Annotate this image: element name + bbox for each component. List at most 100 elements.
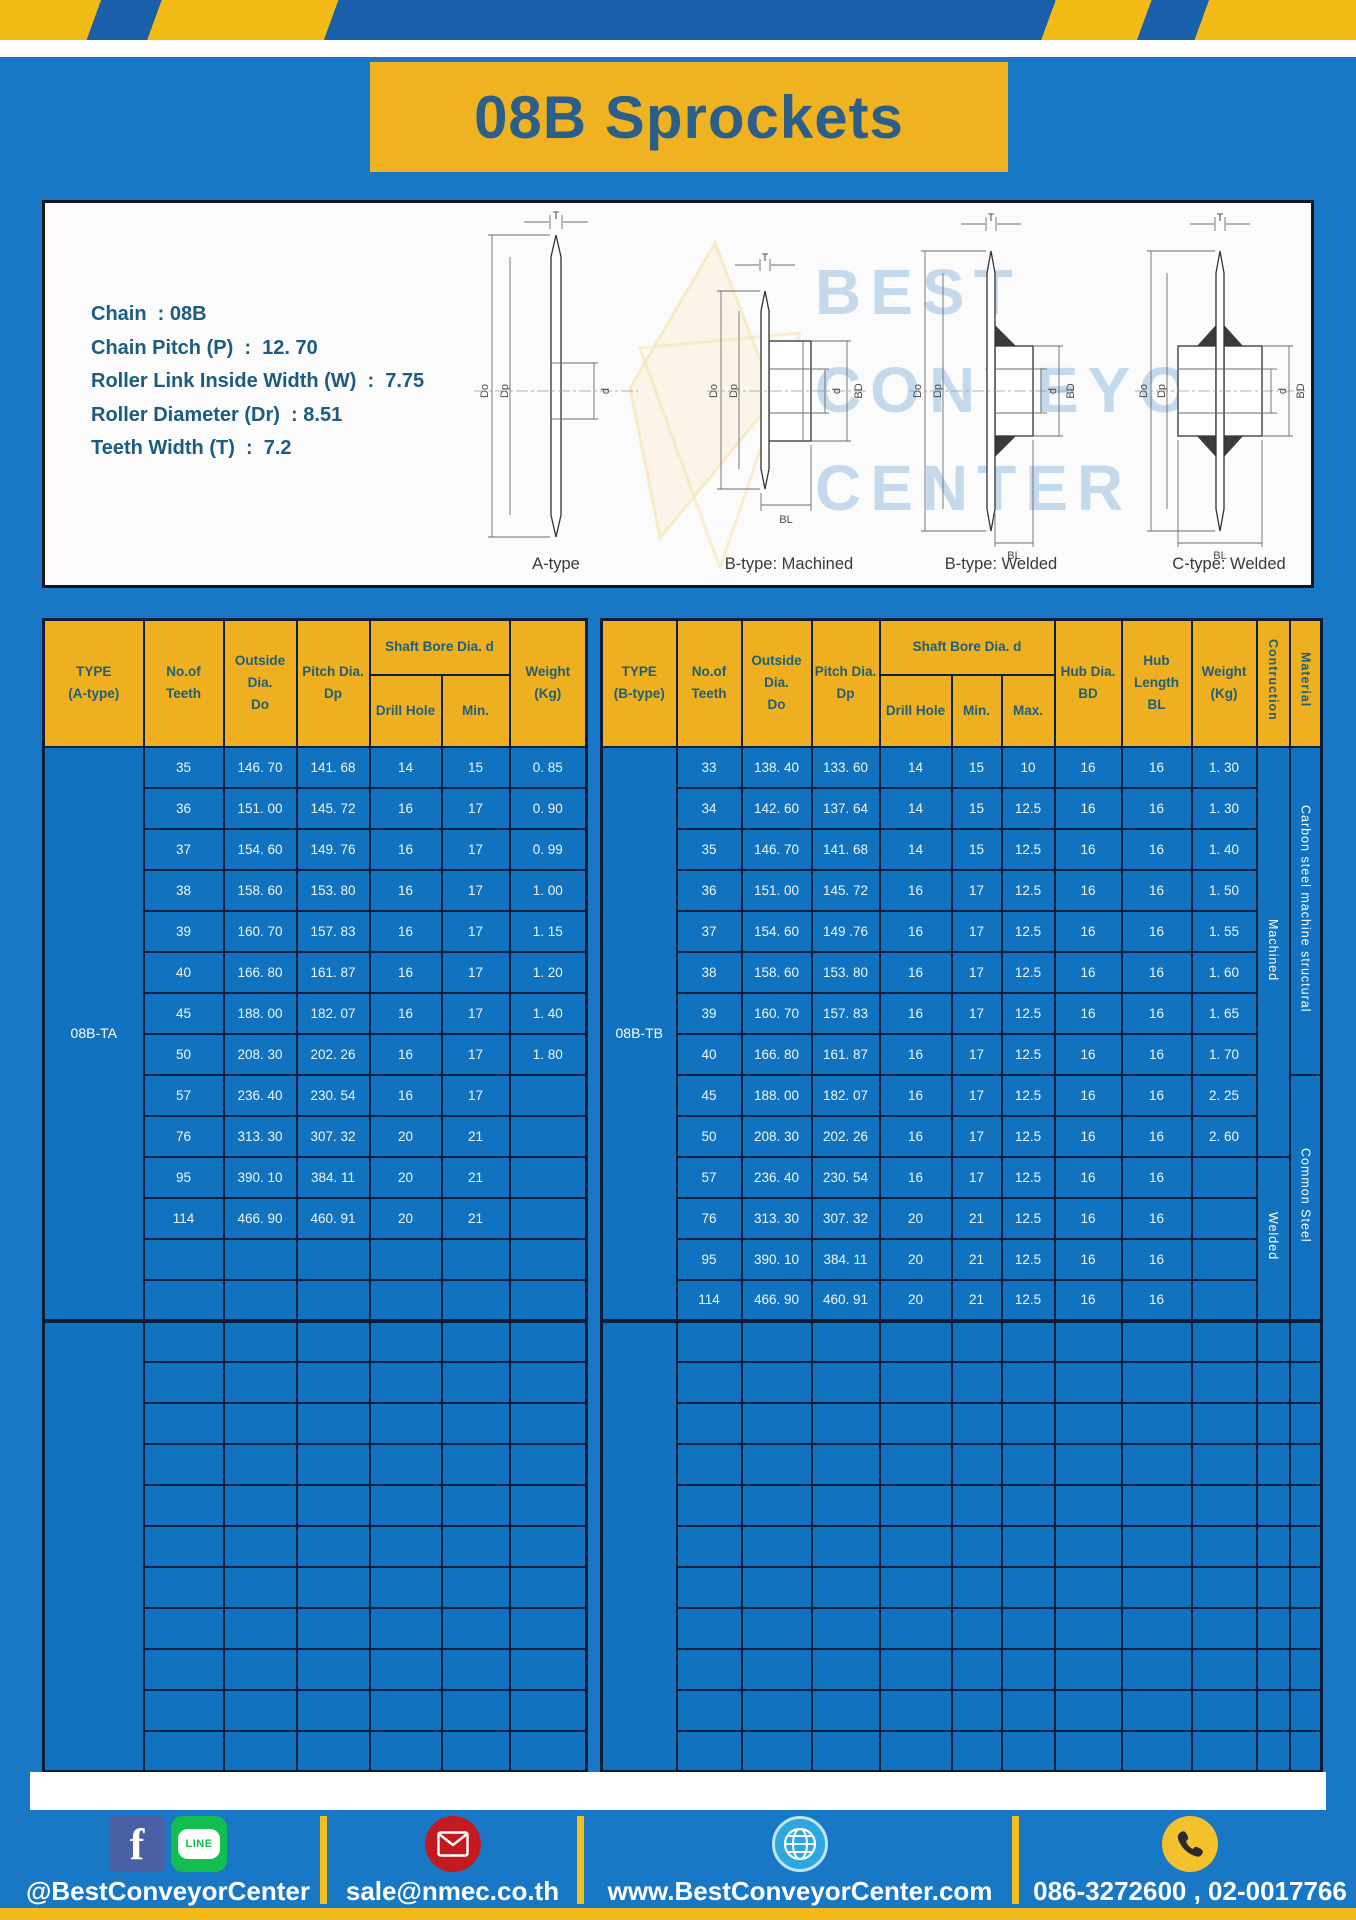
caption-b-type-welded: B-type: Welded [944,555,1058,573]
data-cell: 16 [1120,909,1193,953]
empty-cell [878,1606,953,1650]
footer-contact-bar: f LINE @BestConveyorCenter sale@nmec.co.… [0,1810,1356,1908]
empty-cell [950,1688,1003,1732]
email-address[interactable]: sale@nmec.co.th [345,1876,560,1906]
empty-cell [142,1729,225,1773]
empty-cell [295,1565,371,1609]
empty-cell [142,1318,225,1363]
dim-label-bl: BL [1007,550,1020,561]
empty-cell [1255,1442,1291,1486]
empty-cell [295,1360,371,1404]
material-common-cell: Common Steel [1288,1073,1323,1322]
facebook-icon[interactable]: f [109,1816,165,1872]
data-cell: 137. 64 [810,786,881,830]
data-cell: 16 [368,1032,443,1076]
data-cell: 40 [675,1032,743,1076]
data-cell: 166. 80 [740,1032,813,1076]
data-cell: 95 [675,1237,743,1281]
empty-cell [878,1729,953,1773]
data-cell: 1. 30 [1190,745,1258,789]
data-cell: 39 [142,909,225,953]
empty-cell [810,1442,881,1486]
website-url[interactable]: www.BestConveyorCenter.com [607,1876,993,1906]
data-cell: 45 [675,1073,743,1117]
data-cell: 15 [440,745,511,789]
data-cell: 146. 70 [222,745,298,789]
data-cell: 236. 40 [222,1073,298,1117]
empty-cell [740,1565,813,1609]
phone-numbers[interactable]: 086-3272600 , 02-0017766 [1033,1876,1347,1906]
data-cell: 12.5 [1000,1073,1056,1117]
data-cell: 145. 72 [810,868,881,912]
data-cell: 390. 10 [222,1155,298,1199]
empty-cell [675,1688,743,1732]
data-cell: 12.5 [1000,1155,1056,1199]
dim-label-bd: BD [1295,383,1307,398]
line-glyph: LINE [178,1829,220,1859]
data-cell: 133. 60 [810,745,881,789]
phone-icon[interactable] [1162,1816,1218,1872]
empty-cell [440,1278,511,1322]
empty-cell [1190,1606,1258,1650]
empty-cell [950,1442,1003,1486]
empty-cell [1255,1606,1291,1650]
empty-cell [740,1606,813,1650]
data-cell: 1. 30 [1190,786,1258,830]
data-cell: 12.5 [1000,1196,1056,1240]
data-cell: 160. 70 [222,909,298,953]
empty-cell [222,1318,298,1363]
empty-cell [222,1524,298,1568]
empty-cell [810,1606,881,1650]
line-icon[interactable]: LINE [171,1816,227,1872]
empty-cell [740,1729,813,1773]
empty-cell [740,1360,813,1404]
empty-cell [295,1401,371,1445]
empty-cell [1053,1606,1123,1650]
empty-cell [1288,1647,1323,1691]
empty-cell [1120,1729,1193,1773]
data-cell: 17 [440,909,511,953]
data-cell: 76 [675,1196,743,1240]
empty-cell [440,1237,511,1281]
weld-fillet [995,325,1016,346]
data-cell: 36 [142,786,225,830]
c-type-welded-diagram: T Do Dp d BD [1129,211,1309,562]
email-icon[interactable] [424,1816,481,1872]
empty-cell [508,1196,588,1240]
empty-cell [1000,1360,1056,1404]
empty-cell [675,1442,743,1486]
data-cell: 16 [1053,991,1123,1035]
data-cell: 20 [368,1114,443,1158]
empty-cell [42,1318,145,1773]
data-cell: 40 [142,950,225,994]
empty-cell [740,1647,813,1691]
data-cell: 16 [1120,786,1193,830]
data-cell: 16 [368,786,443,830]
hazard-stripes-right [1026,0,1356,40]
data-cell: 202. 26 [810,1114,881,1158]
page-title: 08B Sprockets [474,83,904,151]
data-cell: 208. 30 [222,1032,298,1076]
data-cell: 151. 00 [740,868,813,912]
footer-divider [1012,1816,1019,1904]
dim-label-t: T [988,212,995,224]
b-type-table: TYPE (B-type) No.of Teeth Outside Dia. D… [600,618,1323,1773]
empty-cell [368,1524,443,1568]
empty-cell [440,1401,511,1445]
empty-cell [1190,1360,1258,1404]
empty-cell [508,1114,588,1158]
globe-icon[interactable] [772,1816,828,1872]
header-cell: Weight (Kg) [508,618,588,748]
data-cell: 16 [878,1114,953,1158]
social-handle[interactable]: @BestConveyorCenter [26,1876,310,1906]
empty-cell [675,1360,743,1404]
empty-cell [222,1360,298,1404]
data-cell: 16 [1053,1155,1123,1199]
empty-cell [1190,1483,1258,1527]
empty-cell [1120,1565,1193,1609]
data-cell: 21 [440,1196,511,1240]
data-cell: 12.5 [1000,991,1056,1035]
data-cell: 0. 99 [508,827,588,871]
empty-cell [1053,1483,1123,1527]
